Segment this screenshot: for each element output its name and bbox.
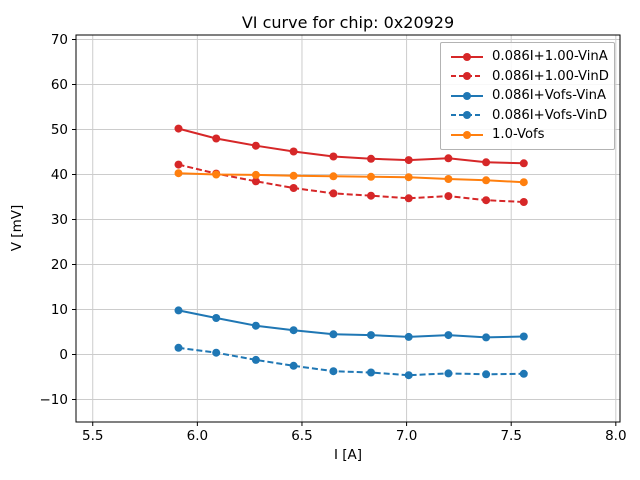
series-line-1 — [178, 163, 524, 203]
x-tick-label: 6.5 — [291, 428, 312, 444]
series-marker-3 — [212, 348, 221, 357]
legend-entry: 0.086I+1.00-VinA — [450, 47, 614, 67]
series-marker-0 — [174, 124, 183, 133]
series-marker-1 — [329, 189, 338, 198]
y-tick-label: 50 — [51, 122, 68, 138]
y-tick-label: 0 — [59, 347, 68, 363]
legend-sample-marker — [463, 52, 471, 61]
series-marker-4 — [367, 172, 375, 181]
series-marker-3 — [289, 361, 298, 370]
legend-entry: 0.086I+Vofs-VinD — [450, 106, 614, 126]
legend-sample-marker — [463, 91, 471, 100]
legend-label: 0.086I+Vofs-VinA — [492, 88, 607, 104]
x-tick-label: 8.0 — [605, 428, 626, 444]
y-tick-label: 60 — [51, 77, 68, 93]
legend-label: 0.086I+1.00-VinA — [492, 49, 608, 65]
series-marker-4 — [404, 173, 413, 182]
series-marker-2 — [174, 306, 183, 315]
series-marker-0 — [251, 141, 260, 150]
series-marker-2 — [329, 330, 338, 339]
legend-line-sample — [451, 91, 483, 100]
series-marker-1 — [251, 177, 260, 186]
series-marker-1 — [289, 184, 298, 192]
series-marker-4 — [174, 169, 183, 178]
legend-entry: 0.086I+1.00-VinD — [450, 67, 614, 87]
series-marker-4 — [289, 171, 298, 180]
y-tick-label: −10 — [40, 392, 69, 408]
series-marker-4 — [329, 172, 338, 181]
series-marker-3 — [404, 371, 413, 380]
series-marker-3 — [444, 369, 453, 378]
series-marker-2 — [519, 332, 528, 341]
series-line-2 — [178, 309, 524, 339]
series-marker-2 — [212, 314, 221, 322]
series-marker-0 — [289, 147, 298, 156]
legend-line-sample — [451, 72, 483, 81]
legend-sample-marker — [463, 130, 471, 139]
series-marker-2 — [404, 332, 413, 341]
series-marker-4 — [482, 176, 491, 185]
legend-label: 0.086I+Vofs-VinD — [492, 107, 608, 123]
series-marker-4 — [444, 175, 453, 183]
legend-entry: 0.086I+Vofs-VinA — [450, 86, 614, 106]
x-tick-label: 7.0 — [396, 428, 417, 444]
series-marker-4 — [251, 170, 260, 179]
series-marker-1 — [519, 198, 528, 206]
series-marker-1 — [404, 194, 413, 203]
x-tick-label: 6.0 — [187, 428, 208, 444]
x-tick-label: 5.5 — [82, 428, 103, 444]
series-line-0 — [178, 127, 524, 165]
series-marker-4 — [519, 178, 528, 187]
series-marker-2 — [289, 326, 298, 335]
series-marker-1 — [174, 160, 183, 169]
series-marker-1 — [482, 196, 491, 205]
series-marker-0 — [212, 134, 221, 143]
series-marker-2 — [251, 321, 260, 330]
legend-line-sample — [451, 52, 483, 61]
y-tick-label: 30 — [51, 212, 68, 228]
series-marker-0 — [329, 152, 338, 161]
x-axis-label: I [A] — [333, 447, 363, 463]
series-marker-3 — [482, 370, 491, 379]
series-marker-3 — [251, 355, 260, 364]
series-marker-1 — [367, 191, 375, 200]
series-line-3 — [178, 346, 524, 377]
legend-label: 1.0-Vofs — [492, 127, 545, 143]
chart-title: VI curve for chip: 0x20929 — [241, 13, 455, 32]
legend-sample-marker — [463, 72, 471, 81]
series-marker-3 — [329, 367, 338, 376]
series-marker-0 — [444, 154, 453, 163]
y-tick-label: 40 — [51, 167, 68, 183]
series-marker-1 — [444, 192, 453, 201]
series-marker-0 — [404, 156, 413, 165]
series-marker-0 — [367, 154, 375, 163]
legend-line-sample — [451, 111, 483, 120]
series-marker-0 — [519, 159, 528, 168]
y-tick-label: 10 — [51, 302, 68, 318]
axes-spines — [75, 34, 621, 423]
y-tick-label: 70 — [51, 32, 68, 48]
series-marker-2 — [367, 331, 375, 340]
legend: 0.086I+1.00-VinA 0.086I+1.00-VinD 0.086I… — [440, 42, 615, 150]
y-tick-label: 20 — [51, 257, 68, 273]
series-marker-2 — [482, 333, 491, 342]
series-marker-3 — [174, 343, 183, 352]
series-line-4 — [178, 172, 524, 184]
series-marker-3 — [367, 368, 375, 377]
legend-label: 0.086I+1.00-VinD — [492, 68, 609, 84]
legend-sample-marker — [463, 111, 471, 120]
legend-line-sample — [451, 130, 483, 139]
series-marker-3 — [519, 369, 528, 378]
series-marker-2 — [444, 331, 453, 340]
x-tick-label: 7.5 — [500, 428, 521, 444]
series-marker-4 — [212, 170, 221, 179]
legend-entry: 1.0-Vofs — [450, 125, 614, 145]
y-axis-label: V [mV] — [9, 204, 25, 252]
series-marker-0 — [482, 158, 491, 167]
